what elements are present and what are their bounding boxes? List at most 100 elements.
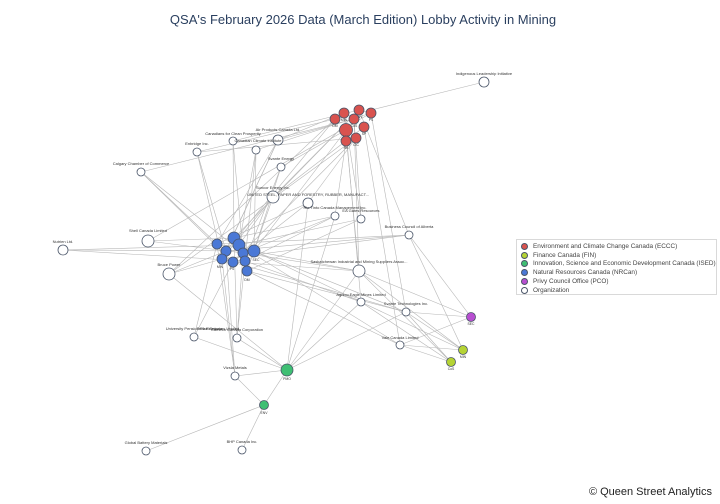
page-title: QSA's February 2026 Data (March Edition)… bbox=[169, 12, 557, 27]
nrcan-official-node[interactable] bbox=[247, 244, 261, 258]
organization-node[interactable] bbox=[352, 264, 366, 278]
edge bbox=[253, 129, 347, 252]
ised-official-node[interactable] bbox=[259, 400, 269, 410]
pco-official-node[interactable] bbox=[466, 312, 476, 322]
organization-node[interactable] bbox=[478, 76, 490, 88]
edge bbox=[147, 237, 235, 242]
eccc-official-node[interactable] bbox=[358, 121, 370, 133]
organization-node[interactable] bbox=[302, 197, 314, 209]
edge bbox=[246, 196, 274, 272]
node-label: Nutrien Ltd. bbox=[53, 239, 74, 244]
legend-item[interactable]: Natural Resources Canada (NRCan) bbox=[521, 268, 712, 277]
organization-node[interactable] bbox=[232, 333, 242, 343]
node-label: MIN bbox=[217, 265, 224, 269]
organization-node[interactable] bbox=[330, 211, 340, 221]
edge bbox=[353, 118, 360, 272]
eccc-official-node[interactable] bbox=[350, 132, 362, 144]
edge bbox=[408, 234, 464, 351]
legend-item[interactable]: Finance Canada (FIN) bbox=[521, 251, 712, 260]
edge bbox=[408, 234, 472, 318]
node-label: Canadian Climate Institute bbox=[235, 138, 283, 143]
organization-node[interactable] bbox=[401, 307, 411, 317]
edge bbox=[253, 166, 282, 252]
eccc-official-node[interactable] bbox=[365, 107, 377, 119]
organization-node[interactable] bbox=[136, 167, 146, 177]
node-label: Indigenous Leadership Initiative bbox=[456, 71, 513, 76]
edge bbox=[233, 237, 238, 339]
organization-node[interactable] bbox=[189, 332, 199, 342]
eccc-official-node[interactable] bbox=[329, 113, 341, 125]
organization-node[interactable] bbox=[395, 340, 405, 350]
node-label: CoS bbox=[351, 124, 358, 128]
edge bbox=[168, 250, 227, 275]
node-label: SEC bbox=[468, 322, 476, 326]
edge bbox=[232, 137, 357, 263]
edge bbox=[405, 311, 452, 363]
node-label: Teck Resources Limited bbox=[197, 326, 239, 331]
eccc-official-node[interactable] bbox=[340, 135, 352, 147]
organization-node[interactable] bbox=[230, 371, 240, 381]
edge bbox=[216, 234, 410, 245]
edge bbox=[221, 258, 407, 313]
edge bbox=[253, 149, 257, 252]
legend-marker bbox=[521, 251, 528, 259]
organization-node[interactable] bbox=[251, 145, 261, 155]
organization-node[interactable] bbox=[192, 147, 202, 157]
edge bbox=[246, 270, 401, 346]
organization-node[interactable] bbox=[356, 297, 366, 307]
legend-item[interactable]: Environment and Climate Change Canada (E… bbox=[521, 242, 712, 251]
edge bbox=[286, 215, 336, 371]
organization-node[interactable] bbox=[404, 230, 414, 240]
edge bbox=[62, 249, 246, 262]
node-label: CoS bbox=[448, 367, 455, 371]
nrcan-official-node[interactable] bbox=[227, 256, 239, 268]
nrcan-official-node[interactable] bbox=[241, 265, 253, 277]
organization-node[interactable] bbox=[57, 244, 69, 256]
node-label: CIC bbox=[353, 143, 359, 147]
legend-item[interactable]: Organization bbox=[521, 286, 712, 295]
organization-node[interactable] bbox=[276, 162, 286, 172]
legend: Environment and Climate Change Canada (E… bbox=[516, 239, 717, 295]
node-label: PS bbox=[369, 118, 374, 122]
node-label: Enbridge Inc. bbox=[185, 141, 209, 146]
node-label: Suncor Energy Inc. bbox=[256, 185, 290, 190]
organization-node[interactable] bbox=[237, 445, 247, 455]
eccc-official-node[interactable] bbox=[348, 113, 360, 125]
nrcan-official-node[interactable] bbox=[211, 238, 223, 250]
edge bbox=[405, 311, 464, 351]
nrcan-official-node[interactable] bbox=[216, 253, 228, 265]
node-label: SP bbox=[362, 132, 367, 136]
edge bbox=[233, 215, 336, 239]
node-label: Saskatchewan Industrial and Mining Suppl… bbox=[311, 259, 408, 264]
ised-official-node[interactable] bbox=[280, 363, 294, 377]
edge bbox=[246, 270, 407, 313]
organization-node[interactable] bbox=[228, 136, 238, 146]
eccc-official-node[interactable] bbox=[353, 104, 365, 116]
edge bbox=[286, 202, 309, 371]
organization-node[interactable] bbox=[162, 267, 176, 281]
legend-label: Environment and Climate Change Canada (E… bbox=[533, 242, 678, 250]
nrcan-official-node[interactable] bbox=[239, 255, 251, 267]
fin-official-node[interactable] bbox=[446, 357, 456, 367]
edge bbox=[399, 344, 464, 351]
node-label: MIN bbox=[460, 355, 467, 359]
eccc-official-node[interactable] bbox=[338, 107, 350, 119]
organization-node[interactable] bbox=[141, 446, 151, 456]
organization-node[interactable] bbox=[141, 234, 155, 248]
organization-node[interactable] bbox=[266, 190, 280, 204]
organization-node[interactable] bbox=[272, 134, 284, 146]
node-label: Svante Energy bbox=[268, 156, 294, 161]
legend-item[interactable]: Privy Council Office (PCO) bbox=[521, 277, 712, 286]
edge bbox=[225, 250, 236, 377]
node-label: PMO bbox=[283, 377, 291, 381]
edge bbox=[232, 140, 244, 254]
legend-item[interactable]: Innovation, Science and Economic Develop… bbox=[521, 260, 716, 269]
node-label: ENV bbox=[261, 411, 269, 415]
edge bbox=[193, 261, 234, 338]
legend-marker bbox=[521, 286, 528, 294]
organization-node[interactable] bbox=[356, 214, 366, 224]
edge bbox=[196, 151, 227, 252]
edge bbox=[216, 139, 279, 245]
fin-official-node[interactable] bbox=[458, 345, 468, 355]
legend-label: Organization bbox=[533, 286, 570, 294]
